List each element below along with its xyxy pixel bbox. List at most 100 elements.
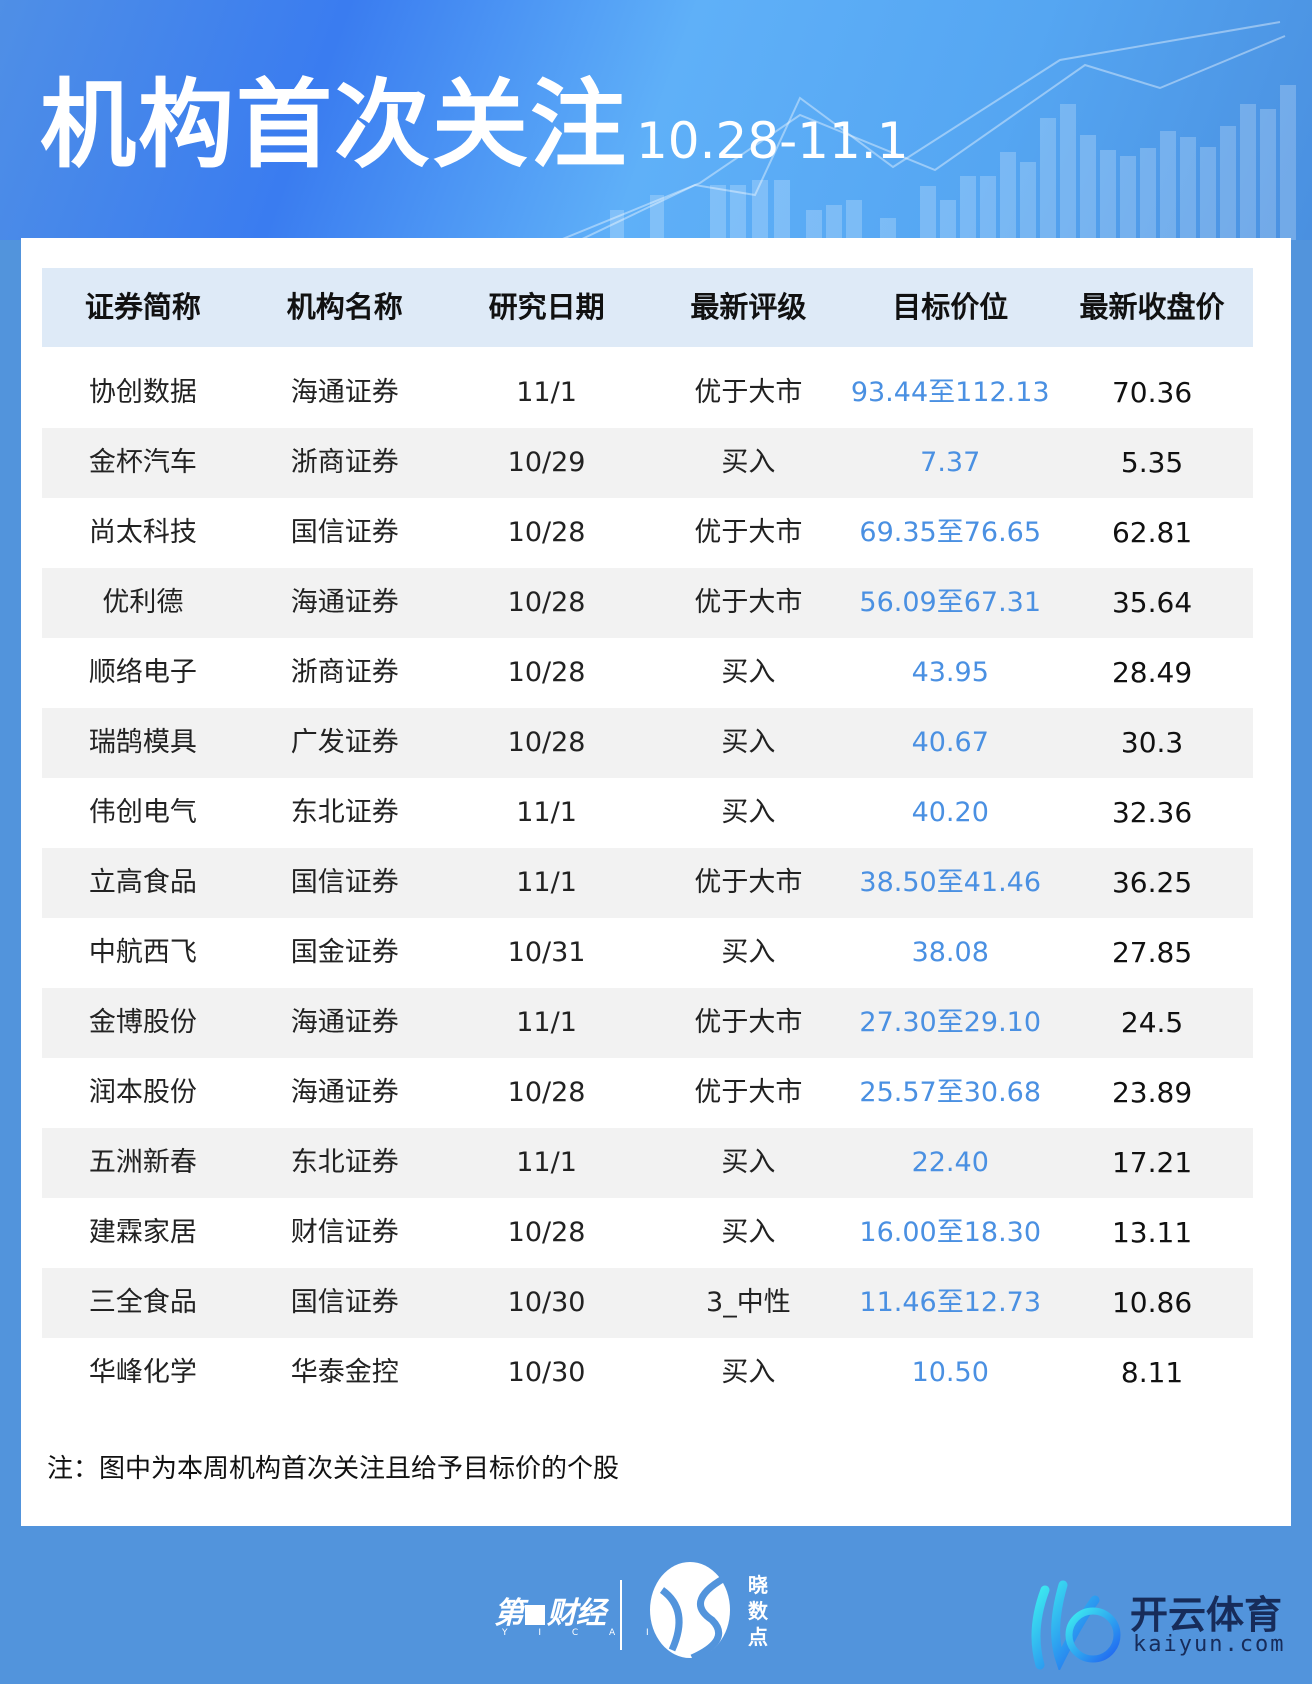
stock-name: 三全食品 [88, 1287, 197, 1318]
table-row: 中航西飞 国金证券 10/31 买入 38.08 27.85 [42, 918, 1253, 988]
rating: 优于大市 [694, 517, 803, 548]
close-price: 8.11 [1120, 1356, 1184, 1389]
research-date: 10/28 [507, 517, 586, 548]
table-row: 立高食品 国信证券 11/1 优于大市 38.50至41.46 36.25 [42, 848, 1253, 918]
research-date: 10/31 [507, 937, 586, 968]
stock-name: 金博股份 [88, 1007, 197, 1038]
rating: 优于大市 [694, 587, 803, 618]
institution: 海通证券 [290, 1007, 399, 1038]
close-price: 10.86 [1111, 1286, 1193, 1319]
target-price: 10.50 [911, 1357, 989, 1388]
research-date: 10/28 [507, 1077, 586, 1108]
target-price: 38.08 [911, 937, 989, 968]
title-text: 机构首次关注 [40, 69, 628, 181]
rating: 买入 [721, 937, 776, 968]
research-date: 10/28 [507, 587, 586, 618]
stock-name: 建霖家居 [88, 1217, 197, 1248]
institution: 国信证券 [290, 517, 399, 548]
rating: 买入 [721, 1147, 776, 1178]
stock-name: 立高食品 [88, 867, 197, 898]
kaiyun-logo: 开云体育 kaiyun.com [1025, 1580, 1305, 1670]
target-price: 11.46至12.73 [859, 1287, 1042, 1318]
research-date: 11/1 [516, 1147, 577, 1178]
research-date: 10/28 [507, 1217, 586, 1248]
table-row: 三全食品 国信证券 10/30 3_中性 11.46至12.73 10.86 [42, 1268, 1253, 1338]
rating: 买入 [721, 447, 776, 478]
institution: 国信证券 [290, 1287, 399, 1318]
yicai-sub: Y I C A I [502, 1628, 663, 1638]
divider [620, 1580, 622, 1650]
close-price: 17.21 [1111, 1146, 1193, 1179]
close-price: 70.36 [1111, 376, 1193, 409]
column-header: 研究日期 [488, 290, 605, 324]
close-price: 13.11 [1111, 1216, 1193, 1249]
table-card: 证券简称 机构名称 研究日期 最新评级 目标价位 最新收盘价 协创数据 海通证券 1… [21, 238, 1291, 1526]
stock-name: 优利德 [102, 587, 184, 618]
rating: 买入 [721, 727, 776, 758]
column-header: 机构名称 [286, 290, 403, 324]
xiaoshudian-text: 晓数点 [748, 1573, 768, 1649]
close-price: 5.35 [1120, 446, 1184, 479]
xiaoshudian-icon [650, 1562, 732, 1660]
kaiyun-icon [1031, 1580, 1121, 1670]
close-price: 30.3 [1120, 726, 1184, 759]
institution: 东北证券 [290, 1147, 399, 1178]
rating: 买入 [721, 1357, 776, 1388]
close-price: 36.25 [1111, 866, 1193, 899]
rating: 买入 [721, 657, 776, 688]
stock-name: 协创数据 [88, 377, 197, 408]
target-price: 16.00至18.30 [859, 1217, 1042, 1248]
institution: 浙商证券 [290, 657, 399, 688]
research-date: 11/1 [516, 797, 577, 828]
rating: 买入 [721, 797, 776, 828]
stock-name: 伟创电气 [88, 797, 197, 828]
target-price: 40.67 [911, 727, 989, 758]
target-price: 56.09至67.31 [859, 587, 1042, 618]
table-row: 华峰化学 华泰金控 10/30 买入 10.50 8.11 [42, 1338, 1253, 1408]
table-row: 润本股份 海通证券 10/28 优于大市 25.57至30.68 23.89 [42, 1058, 1253, 1128]
table-row: 金杯汽车 浙商证券 10/29 买入 7.37 5.35 [42, 428, 1253, 498]
institution: 广发证券 [290, 727, 399, 758]
yicai-logo: 第财经 [494, 1596, 606, 1631]
date-range: 10.28-11.1 [636, 112, 909, 170]
close-price: 32.36 [1111, 796, 1193, 829]
stock-name: 瑞鹄模具 [88, 727, 197, 758]
rating: 优于大市 [694, 1007, 803, 1038]
institution: 国金证券 [290, 937, 399, 968]
institution: 海通证券 [290, 587, 399, 618]
institution: 海通证券 [290, 377, 399, 408]
research-date: 10/30 [507, 1357, 586, 1388]
target-price: 40.20 [911, 797, 989, 828]
close-price: 24.5 [1120, 1006, 1184, 1039]
institution: 浙商证券 [290, 447, 399, 478]
rating: 优于大市 [694, 377, 803, 408]
target-price: 43.95 [911, 657, 989, 688]
research-date: 11/1 [516, 377, 577, 408]
target-price: 38.50至41.46 [859, 867, 1042, 898]
research-date: 10/30 [507, 1287, 586, 1318]
target-price: 93.44至112.13 [850, 377, 1050, 408]
column-header: 最新收盘价 [1079, 290, 1225, 324]
stock-name: 润本股份 [88, 1077, 197, 1108]
yicai-xiaoshudian-logo: 第财经 Y I C A I 晓数点 [494, 1560, 784, 1660]
column-header: 最新评级 [690, 290, 807, 324]
table-row: 伟创电气 东北证券 11/1 买入 40.20 32.36 [42, 778, 1253, 848]
institution: 国信证券 [290, 867, 399, 898]
page-title: 机构首次关注 10.28-11.1 [40, 70, 909, 196]
table-row: 五洲新春 东北证券 11/1 买入 22.40 17.21 [42, 1128, 1253, 1198]
close-price: 62.81 [1111, 516, 1193, 549]
footnote: 注：图中为本周机构首次关注且给予目标价的个股 [47, 1454, 620, 1484]
table-row: 瑞鹄模具 广发证券 10/28 买入 40.67 30.3 [42, 708, 1253, 778]
rating: 优于大市 [694, 1077, 803, 1108]
banner: 机构首次关注 10.28-11.1 [0, 0, 1312, 240]
research-date: 10/29 [507, 447, 586, 478]
kaiyun-url: kaiyun.com [1133, 1632, 1286, 1657]
research-date: 11/1 [516, 867, 577, 898]
table-header: 证券简称 机构名称 研究日期 最新评级 目标价位 最新收盘价 [42, 268, 1253, 347]
stock-name: 金杯汽车 [88, 447, 197, 478]
table-row: 建霖家居 财信证券 10/28 买入 16.00至18.30 13.11 [42, 1198, 1253, 1268]
table-row: 协创数据 海通证券 11/1 优于大市 93.44至112.13 70.36 [42, 358, 1253, 428]
research-date: 10/28 [507, 727, 586, 758]
stock-name: 华峰化学 [88, 1357, 197, 1388]
research-date: 10/28 [507, 657, 586, 688]
